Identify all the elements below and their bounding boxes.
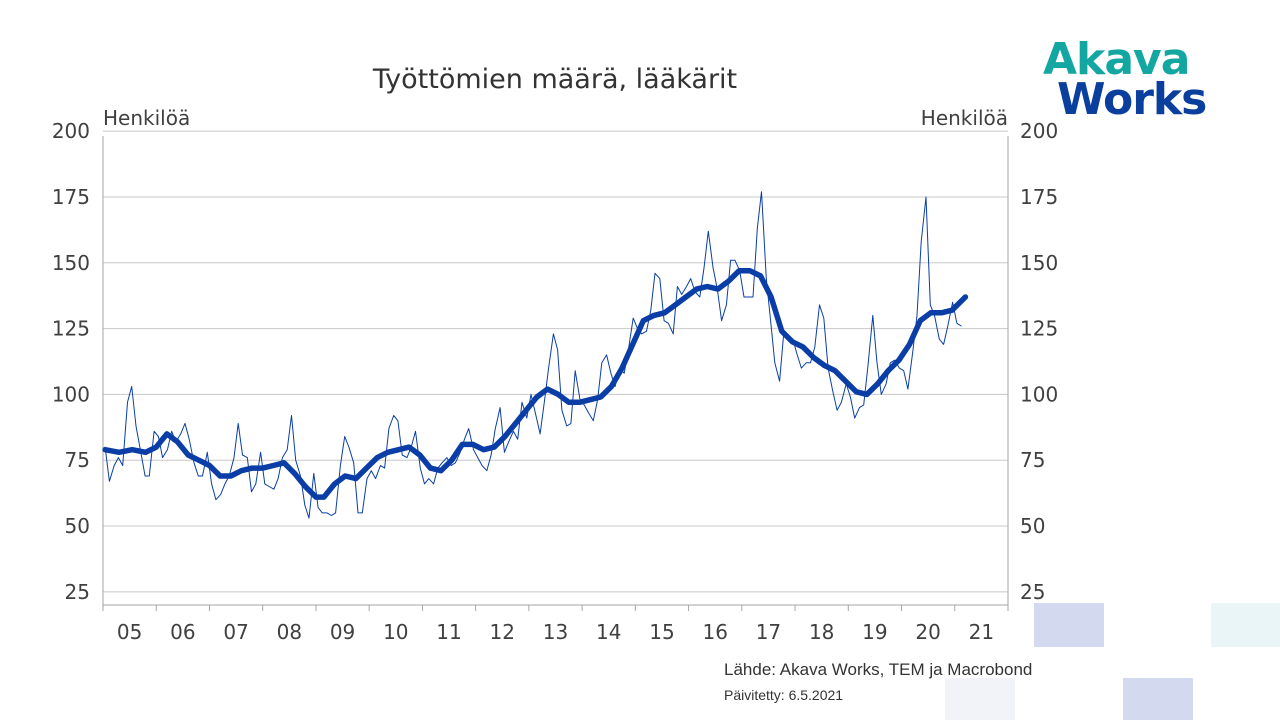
x-tick-label: 15	[649, 620, 674, 644]
y-tick-label-left: 175	[52, 185, 90, 209]
y-axis-label-left: Henkilöä	[103, 106, 190, 130]
x-tick-label: 13	[543, 620, 568, 644]
x-tick-label: 08	[277, 620, 302, 644]
x-tick-label: 17	[756, 620, 781, 644]
y-tick-label-right: 25	[1020, 580, 1045, 604]
x-tick-label: 20	[915, 620, 940, 644]
x-tick-label: 05	[117, 620, 142, 644]
y-tick-label-left: 125	[52, 317, 90, 341]
decor-square-1	[1034, 603, 1104, 647]
grid-lines	[103, 130, 1008, 593]
y-tick-label-right: 125	[1020, 317, 1058, 341]
y-tick-label-left: 25	[65, 580, 90, 604]
y-tick-label-right: 175	[1020, 185, 1058, 209]
x-tick-label: 18	[809, 620, 834, 644]
y-tick-label-right: 75	[1020, 448, 1045, 472]
trend-line	[102, 267, 969, 500]
monthly-line	[104, 191, 962, 519]
akava-logo-line2: Works	[1057, 74, 1207, 125]
y-tick-label-left: 100	[52, 382, 90, 406]
source-note: Lähde: Akava Works, TEM ja Macrobond	[724, 660, 1033, 679]
tick-labels: 25 25 50 50 75 75 100 100 125 125 150 150 175 175 200 2…	[52, 119, 1058, 644]
x-tick-label: 21	[969, 620, 994, 644]
y-tick-label-left: 75	[65, 448, 90, 472]
decor-square-2	[1211, 603, 1280, 647]
y-axis-label-right: Henkilöä	[921, 106, 1008, 130]
y-tick-label-left: 200	[52, 119, 90, 143]
y-tick-label-right: 200	[1020, 119, 1058, 143]
akava-logo-line1: Akava	[1043, 34, 1190, 85]
y-tick-label-right: 150	[1020, 251, 1058, 275]
x-tick-label: 16	[702, 620, 727, 644]
chart-title: Työttömien määrä, lääkärit	[372, 64, 737, 95]
x-tick-label: 07	[223, 620, 248, 644]
x-tick-label: 19	[862, 620, 887, 644]
decor-square-3	[945, 678, 1015, 720]
x-tick-label: 06	[170, 620, 195, 644]
y-tick-label-right: 50	[1020, 514, 1045, 538]
x-tick-label: 11	[436, 620, 461, 644]
series-lines	[102, 191, 969, 519]
y-tick-label-left: 150	[52, 251, 90, 275]
decor-square-4	[1123, 678, 1193, 720]
x-tick-label: 12	[490, 620, 515, 644]
updated-note: Päivitetty: 6.5.2021	[724, 687, 844, 703]
x-tick-label: 10	[383, 620, 408, 644]
y-tick-label-left: 50	[65, 514, 90, 538]
y-tick-label-right: 100	[1020, 382, 1058, 406]
x-tick-label: 09	[330, 620, 355, 644]
x-tick-label: 14	[596, 620, 621, 644]
axes	[102, 136, 1009, 611]
